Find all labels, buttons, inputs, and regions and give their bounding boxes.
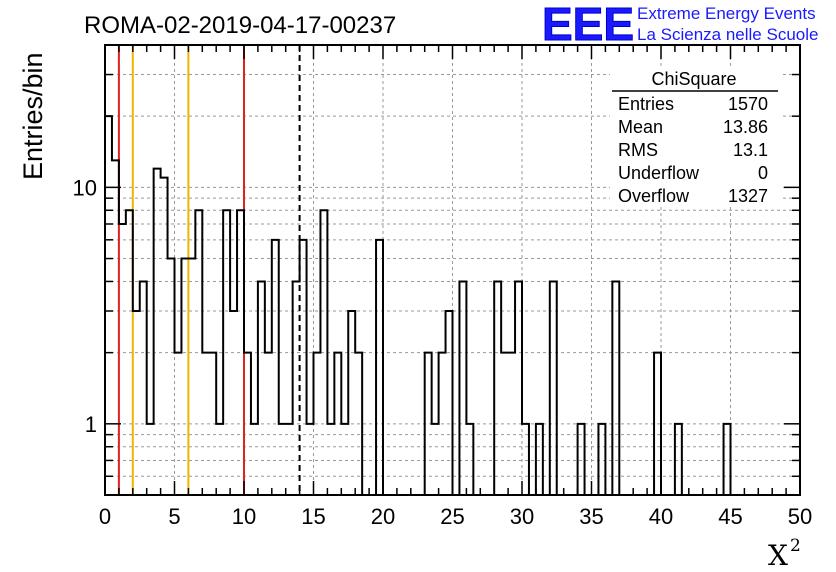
x-axis-label-superscript: 2 [790, 536, 801, 556]
stats-label-underflow: Underflow [618, 163, 700, 183]
stats-value-rms: 13.1 [733, 140, 768, 160]
histogram-bar [376, 240, 383, 495]
histogram-bar [181, 259, 188, 495]
stats-value-underflow: 0 [758, 163, 768, 183]
x-axis-label: X 2 [768, 536, 801, 572]
x-tick-label: 45 [718, 504, 742, 529]
axes: 0 5 10 15 20 25 30 35 40 45 50 1 10 [73, 44, 812, 529]
histogram-bar [161, 178, 168, 495]
stats-box-background [610, 66, 780, 204]
histogram-bar [119, 224, 126, 495]
stats-value-entries: 1570 [728, 94, 768, 114]
grid [105, 45, 800, 495]
chart-title: ROMA-02-2019-04-17-00237 [84, 12, 396, 39]
x-tick-label: 5 [168, 504, 180, 529]
histogram-bar [154, 169, 161, 495]
histogram-bar [515, 281, 522, 495]
eee-logo: EEE Extreme Energy Events La Scienza nel… [542, 0, 819, 51]
stats-value-overflow: 1327 [728, 186, 768, 206]
histogram-bar [348, 311, 355, 495]
histogram-bar [258, 281, 265, 495]
logo-line-1: Extreme Energy Events [637, 4, 816, 23]
logo-line-2: La Scienza nelle Scuole [637, 25, 818, 44]
stats-value-mean: 13.86 [723, 117, 768, 137]
y-tick-label: 10 [73, 175, 97, 200]
stats-box: ChiSquare Entries 1570 Mean 13.86 RMS 13… [610, 66, 780, 206]
x-tick-label: 0 [99, 504, 111, 529]
y-tick-label: 1 [85, 412, 97, 437]
y-axis-label: Entries/bin [18, 52, 48, 180]
histogram-bar [188, 259, 195, 495]
histogram-bar [168, 259, 175, 495]
logo-mark: EEE [542, 0, 634, 50]
x-tick-label: 25 [440, 504, 464, 529]
x-tick-label: 50 [788, 504, 812, 529]
histogram-bar [293, 281, 300, 495]
x-tick-label: 35 [579, 504, 603, 529]
histogram-bar [133, 311, 140, 495]
x-tick-label: 15 [301, 504, 325, 529]
x-tick-label: 30 [510, 504, 534, 529]
histogram-bar [140, 281, 147, 495]
x-tick-label: 10 [232, 504, 256, 529]
stats-label-overflow: Overflow [618, 186, 690, 206]
x-axis-label-main: X [768, 539, 788, 572]
histogram-bar [459, 281, 466, 495]
x-tick-label: 40 [649, 504, 673, 529]
histogram-bar [272, 240, 279, 495]
stats-label-rms: RMS [618, 140, 658, 160]
histogram-bar [300, 240, 307, 495]
x-tick-label: 20 [371, 504, 395, 529]
histogram-bar [230, 311, 237, 495]
histogram-bar [446, 311, 453, 495]
histogram-bar [105, 116, 112, 495]
histogram-bar [550, 281, 557, 495]
stats-label-mean: Mean [618, 117, 663, 137]
histogram-bar [494, 281, 501, 495]
stats-label-entries: Entries [618, 94, 674, 114]
histogram-bar [612, 281, 619, 495]
stats-box-title: ChiSquare [651, 69, 736, 89]
